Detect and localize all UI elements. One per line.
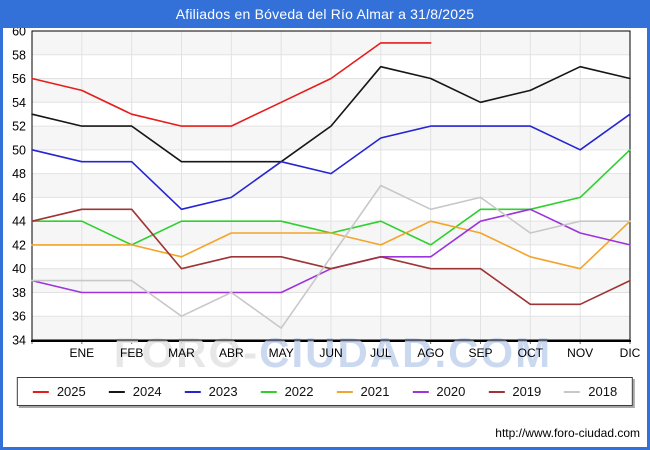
- x-tick-label: FEB: [120, 346, 143, 360]
- plot-border: [31, 30, 631, 341]
- legend-swatch-2023: [184, 390, 201, 393]
- y-tick-label: 48: [12, 167, 26, 181]
- legend-item-2022: 2022: [260, 384, 314, 399]
- x-tick-label: ABR: [219, 346, 244, 360]
- plot-grid: [31, 31, 631, 344]
- legend-label: 2018: [588, 384, 618, 399]
- y-tick-label: 38: [12, 286, 26, 300]
- legend-swatch-2022: [260, 390, 277, 393]
- y-tick-label: 58: [12, 48, 26, 62]
- legend-label: 2021: [360, 384, 390, 399]
- legend-item-2018: 2018: [564, 384, 617, 399]
- legend-label: 2024: [132, 384, 162, 399]
- legend-item-2020: 2020: [412, 384, 465, 399]
- plot-series: [31, 42, 631, 329]
- x-tick-label: JUL: [370, 346, 392, 360]
- x-tick-label: AGO: [417, 346, 444, 360]
- x-tick-label: MAY: [269, 346, 294, 360]
- series-line-2023: [31, 113, 631, 211]
- y-tick-label: 60: [12, 28, 26, 39]
- legend-label: 2025: [56, 384, 86, 399]
- legend-label: 2023: [208, 384, 238, 399]
- y-tick-label: 40: [12, 262, 26, 276]
- x-tick-label: NOV: [567, 346, 593, 360]
- legend-label: 2022: [284, 384, 314, 399]
- x-tick-label: SEP: [468, 346, 492, 360]
- y-tick-label: 46: [12, 191, 26, 205]
- legend-item-2019: 2019: [488, 384, 541, 399]
- legend-item-2021: 2021: [336, 384, 390, 399]
- series-line-2019: [31, 208, 631, 306]
- x-tick-label: ENE: [69, 346, 94, 360]
- legend-swatch-2024: [108, 390, 125, 393]
- y-tick-label: 36: [12, 310, 26, 324]
- series-line-2021: [31, 220, 631, 270]
- legend-swatch-2021: [336, 390, 353, 393]
- y-tick-label: 34: [12, 334, 26, 348]
- series-line-2018: [31, 184, 631, 329]
- y-tick-label: 56: [12, 72, 26, 86]
- legend-item-2023: 2023: [184, 384, 238, 399]
- series-line-2025: [31, 42, 432, 127]
- watermark: FORO-CIUDAD.COM: [114, 329, 552, 376]
- series-line-2024: [31, 65, 631, 163]
- legend-item-2025: 2025: [32, 384, 86, 399]
- legend-swatch-2025: [32, 390, 49, 393]
- page-title: Afiliados en Bóveda del Río Almar a 31/8…: [3, 0, 647, 28]
- y-tick-label: 42: [12, 238, 26, 252]
- x-tick-label: OCT: [518, 346, 544, 360]
- x-tick-label: DIC: [620, 346, 641, 360]
- y-tick-label: 50: [12, 143, 26, 157]
- legend-swatch-2019: [488, 390, 505, 393]
- legend-swatch-2020: [412, 390, 429, 393]
- footer-url: http://www.foro-ciudad.com: [495, 426, 640, 440]
- y-tick-label: 54: [12, 96, 26, 110]
- y-tick-label: 44: [12, 215, 26, 229]
- y-tick-label: 52: [12, 120, 26, 134]
- x-axis-labels: ENE FEB MAR ABR MAY JUN JUL AGO SEP OCT NOV DIC: [69, 346, 640, 360]
- line-chart: FORO-CIUDAD.COM ENE FEB MAR ABR MAY JUN JUL AGO…: [12, 28, 641, 376]
- x-tick-label: JUN: [319, 346, 342, 360]
- chart-legend: 2025 2024 2023 2022 2021 2020 2019 2018: [16, 377, 634, 406]
- legend-label: 2019: [512, 384, 542, 399]
- y-axis-labels: 60 58 56 54 52 50 48 46 44 42 40 38 36 34: [12, 28, 26, 348]
- legend-label: 2020: [436, 384, 466, 399]
- x-tick-label: MAR: [168, 346, 195, 360]
- legend-item-2024: 2024: [108, 384, 162, 399]
- legend-swatch-2018: [564, 390, 581, 393]
